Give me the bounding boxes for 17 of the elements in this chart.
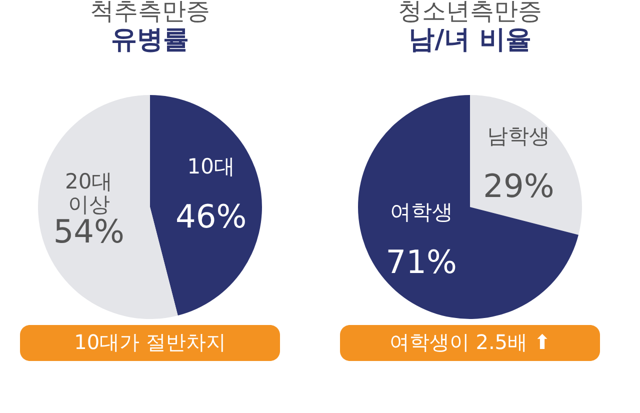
data-label: 46% — [176, 197, 247, 236]
data-label: 71% — [386, 242, 457, 281]
pie-slice — [358, 95, 578, 319]
slice-label: 여학생 — [390, 200, 453, 224]
slice-label: 남학생 — [487, 124, 550, 148]
text: 10대가 절반차지 — [74, 330, 226, 354]
pie-slice — [38, 95, 178, 319]
slice-label: 10대 — [187, 154, 235, 178]
text: 여학생이 2.5배 ⬆ — [389, 330, 551, 354]
chart-subtitle: 남/녀 비율 — [408, 25, 532, 55]
chart-title: 청소년측만증 — [398, 0, 542, 25]
pie-slice — [470, 95, 582, 235]
chart-subtitle: 유병률 — [111, 25, 189, 55]
slice-label: 20대 이상 — [65, 170, 113, 217]
chart-title: 척추측만증 — [90, 0, 210, 25]
data-label: 29% — [483, 167, 554, 206]
pie-slice — [150, 95, 262, 316]
